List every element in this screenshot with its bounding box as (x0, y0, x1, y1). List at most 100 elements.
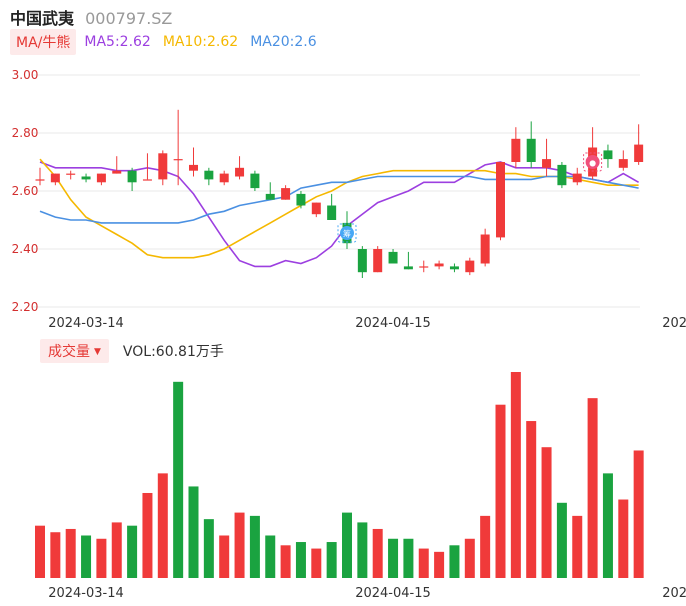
candle-body (403, 266, 413, 270)
candle-body (419, 266, 429, 268)
date-axis-bottom: 2024-03-14 2024-04-15 2024-05-15 (48, 586, 686, 601)
candle-body (357, 249, 367, 273)
candle (449, 263, 459, 273)
marker-frame (337, 223, 357, 243)
candle-body (311, 202, 321, 215)
price-tick-label: 2.20 (12, 300, 39, 314)
price-axis: 3.00 2.80 2.60 2.40 2.20 (12, 68, 39, 314)
candle-body (112, 170, 122, 174)
price-tick-label: 2.40 (12, 242, 39, 256)
candle (542, 138, 552, 177)
price-tick-label: 2.80 (12, 126, 39, 140)
marker-frame (583, 152, 603, 172)
candle-body (557, 164, 567, 186)
volume-bar (50, 532, 61, 578)
candle (250, 170, 260, 191)
candle (511, 127, 521, 168)
candle (572, 167, 582, 186)
volume-bar (265, 535, 276, 578)
candle-body (204, 170, 214, 180)
ma-lines (39, 158, 639, 268)
volume-legend: 成交量 ▼ VOL:60.81万手 (40, 339, 224, 363)
volume-bar (142, 492, 153, 578)
candle (127, 167, 137, 191)
volume-bar (342, 512, 352, 578)
candle-body (127, 170, 137, 183)
ma10-label: MA10:2.62 (162, 34, 239, 50)
candle (480, 228, 490, 267)
ma5-label: MA5:2.62 (84, 34, 151, 50)
volume-bar (81, 535, 92, 578)
volume-bar (434, 551, 445, 578)
candle (496, 162, 505, 241)
volume-toggle-button[interactable]: 成交量 ▼ (40, 339, 109, 363)
candle (281, 185, 291, 200)
candle-body (449, 266, 459, 270)
candle-body (96, 173, 106, 183)
candle (173, 109, 183, 186)
candle (327, 193, 337, 220)
volume-bar (295, 542, 306, 578)
candle-body (434, 263, 444, 267)
volume-bar (633, 450, 644, 578)
date-tick-label: 2024-04-15 (355, 316, 431, 331)
candle (50, 173, 60, 186)
candle (158, 150, 168, 186)
candle-body (173, 159, 183, 161)
volume-bar (326, 542, 337, 578)
volume-bar (541, 447, 552, 578)
candle-body (618, 159, 628, 168)
volume-bar (388, 538, 399, 578)
stock-code: 000797.SZ (85, 9, 173, 28)
volume-bar (403, 538, 414, 578)
candle (265, 182, 275, 200)
candle (465, 257, 475, 276)
volume-bar (449, 545, 460, 578)
candle (81, 173, 91, 183)
candle (142, 153, 152, 181)
caret-down-icon: ▼ (94, 347, 101, 357)
candle-body (465, 260, 475, 273)
candle (388, 249, 398, 264)
volume-bar (280, 545, 291, 578)
candle (219, 170, 229, 186)
marker-dot (585, 155, 600, 169)
volume-bar (219, 535, 230, 578)
volume-toggle-label: 成交量 (48, 344, 90, 360)
candle-body (235, 167, 245, 177)
ma10-line (39, 158, 639, 259)
price-tick-label: 2.60 (12, 184, 39, 198)
ma20-line (39, 175, 639, 224)
candle (373, 246, 383, 273)
date-tick-label: 2024-05-15 (662, 316, 686, 331)
volume-bar (249, 515, 260, 578)
ma-toggle-button[interactable]: MA/牛熊 (10, 29, 77, 55)
ma-legend: MA/牛熊 MA5:2.62 MA10:2.62 MA20:2.6 (10, 29, 329, 55)
volume-bar (203, 519, 214, 578)
candle-body (35, 179, 45, 181)
candle (526, 121, 536, 168)
candle-body (265, 193, 275, 200)
candle-body (219, 173, 229, 183)
volume-bar (311, 548, 322, 578)
date-tick-label: 2024-04-15 (355, 586, 431, 601)
volume-bar (111, 522, 122, 578)
ma20-label: MA20:2.6 (250, 34, 317, 50)
candle-body (480, 234, 490, 264)
candle-body (158, 153, 168, 180)
candle (35, 167, 45, 186)
volume-bar (480, 515, 491, 578)
marker-label: ● (589, 159, 596, 168)
candle-body (373, 249, 383, 273)
candle (112, 156, 122, 174)
date-axis-top: 2024-03-14 2024-04-15 2024-05-15 (48, 316, 686, 331)
candle-body (296, 193, 306, 206)
stock-name: 中国武夷 (10, 9, 75, 28)
candle-body (189, 164, 198, 171)
volume-bar (602, 473, 613, 578)
chip-icon: 筹 (337, 223, 357, 243)
volume-bar (372, 528, 383, 578)
marker-label: 筹 (343, 229, 351, 239)
candle (204, 167, 214, 186)
